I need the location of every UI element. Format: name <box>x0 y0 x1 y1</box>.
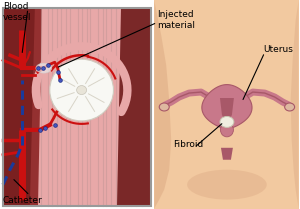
Polygon shape <box>3 8 151 205</box>
Polygon shape <box>154 0 298 209</box>
Ellipse shape <box>220 123 233 137</box>
Text: Catheter: Catheter <box>3 196 43 205</box>
Polygon shape <box>154 0 171 209</box>
Ellipse shape <box>285 103 295 111</box>
Polygon shape <box>117 8 151 205</box>
Polygon shape <box>38 8 151 205</box>
Polygon shape <box>221 148 233 160</box>
Polygon shape <box>202 85 252 129</box>
Polygon shape <box>3 8 35 205</box>
Text: Blood
vessel: Blood vessel <box>3 3 32 22</box>
Ellipse shape <box>76 86 87 94</box>
Text: Fibroid: Fibroid <box>173 140 203 149</box>
Ellipse shape <box>50 59 113 121</box>
Text: Uterus: Uterus <box>263 45 292 54</box>
Ellipse shape <box>220 116 234 127</box>
Polygon shape <box>291 0 298 209</box>
Ellipse shape <box>159 103 169 111</box>
Polygon shape <box>220 98 234 124</box>
Text: Injected
material: Injected material <box>157 10 195 30</box>
Ellipse shape <box>36 63 52 73</box>
Ellipse shape <box>187 170 267 200</box>
